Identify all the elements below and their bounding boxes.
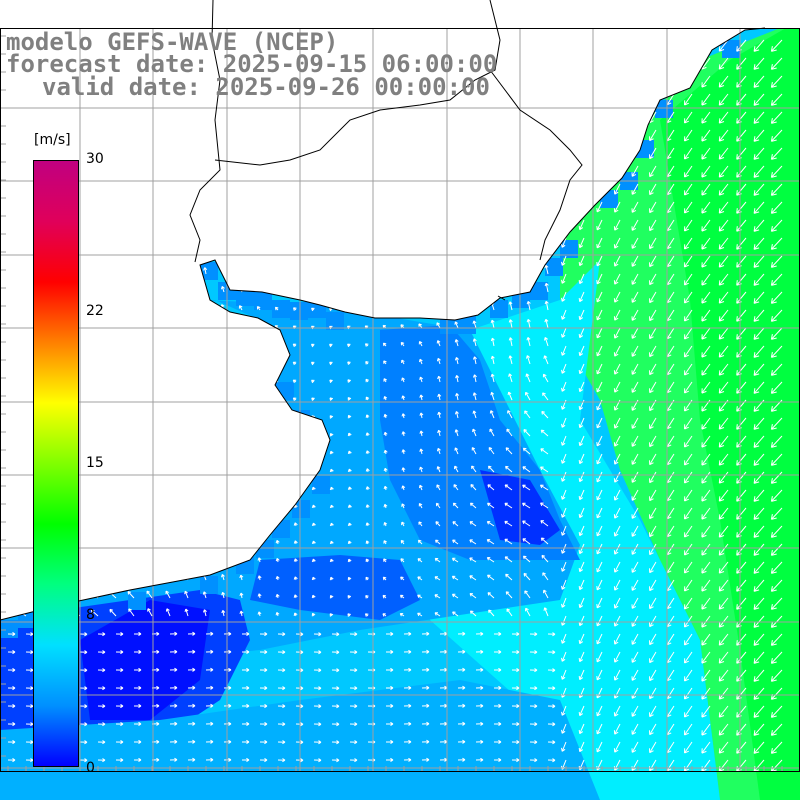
model-title: modelo GEFS-WAVE (NCEP) [6, 28, 339, 56]
colorbar-tick-8: 8 [86, 607, 95, 623]
colorbar-unit: [m/s] [34, 132, 71, 148]
country-border [189, 0, 583, 301]
forecast-date: forecast date: 2025-09-15 06:00:00 [6, 50, 498, 78]
colorbar-tick-15: 15 [86, 455, 104, 471]
colorbar-tick-22: 22 [86, 303, 104, 319]
valid-date: valid date: 2025-09-26 00:00:00 [42, 73, 490, 101]
colorbar-tick-0: 0 [86, 760, 95, 776]
coastline [0, 27, 766, 621]
colorbar-tick-30: 30 [86, 151, 104, 167]
colorbar [33, 160, 79, 767]
